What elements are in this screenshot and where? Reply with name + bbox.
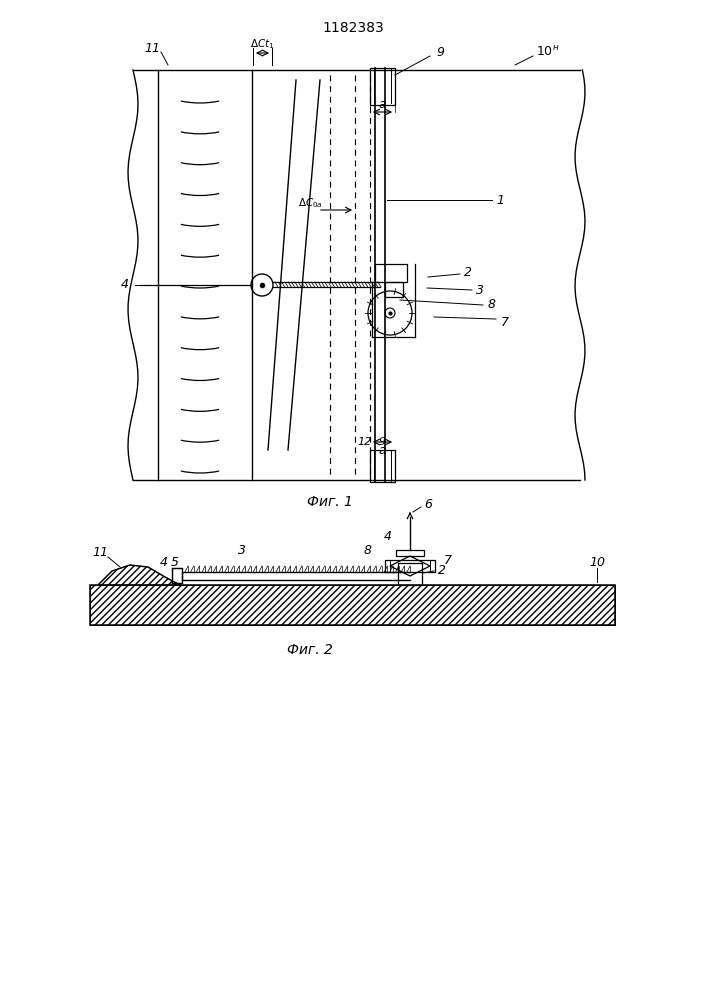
Text: $10^н$: $10^н$	[537, 45, 560, 59]
Text: 12: 12	[358, 437, 372, 447]
Text: 5: 5	[171, 556, 179, 570]
Text: 1: 1	[496, 194, 504, 207]
Bar	[90, 585, 615, 625]
Text: 4: 4	[160, 556, 168, 570]
Text: 3: 3	[238, 544, 246, 556]
Text: $\Delta C_{0a}$: $\Delta C_{0a}$	[298, 196, 322, 210]
Text: 11: 11	[92, 546, 108, 558]
Text: 2: 2	[438, 564, 446, 578]
Text: a: a	[378, 444, 386, 456]
Text: 9: 9	[436, 45, 444, 58]
Text: Фиг. 1: Фиг. 1	[307, 495, 353, 509]
Text: $\Delta C t_1$: $\Delta C t_1$	[250, 37, 274, 51]
Text: 10: 10	[589, 556, 605, 570]
Text: 3: 3	[476, 284, 484, 296]
Bar	[370, 450, 395, 482]
Bar	[385, 560, 435, 572]
Text: 6: 6	[424, 498, 432, 512]
Text: 1182383: 1182383	[322, 21, 384, 35]
Text: 8: 8	[364, 544, 372, 556]
Bar	[370, 68, 395, 105]
Text: 8: 8	[488, 298, 496, 312]
Text: 7: 7	[501, 316, 509, 328]
Bar	[90, 585, 615, 625]
Bar	[396, 550, 424, 556]
Bar	[398, 563, 422, 585]
Text: 9: 9	[378, 437, 385, 447]
Text: Фиг. 2: Фиг. 2	[287, 643, 333, 657]
Text: 4: 4	[121, 278, 129, 292]
Bar	[375, 264, 407, 282]
Text: 2: 2	[464, 265, 472, 278]
Text: a: a	[378, 99, 386, 111]
Text: 4: 4	[384, 530, 392, 544]
Bar	[385, 282, 403, 297]
Bar	[172, 568, 182, 583]
Text: 7: 7	[444, 554, 452, 566]
Text: 11: 11	[144, 41, 160, 54]
